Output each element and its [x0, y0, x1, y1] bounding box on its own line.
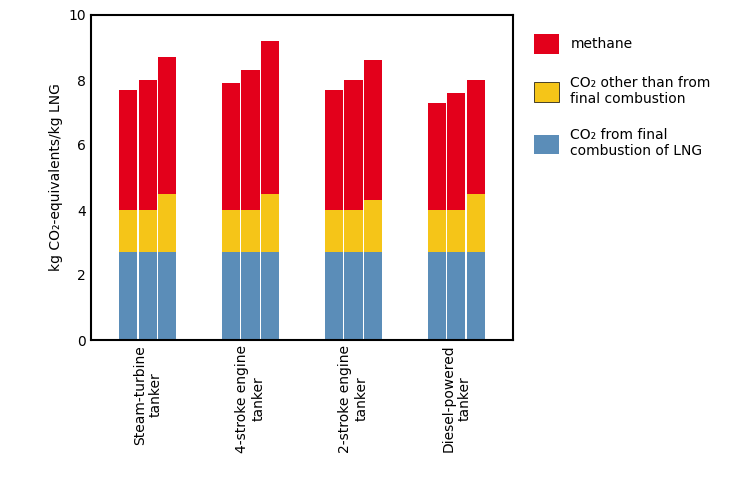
- Bar: [139, 210, 157, 252]
- Bar: [261, 41, 279, 194]
- Bar: [119, 252, 137, 340]
- Bar: [242, 210, 260, 252]
- Bar: [242, 252, 260, 340]
- Bar: [158, 57, 177, 194]
- Bar: [447, 210, 465, 252]
- Bar: [427, 103, 446, 210]
- Bar: [427, 210, 446, 252]
- Bar: [364, 200, 382, 252]
- Bar: [222, 210, 240, 252]
- Bar: [467, 252, 485, 340]
- Bar: [119, 90, 137, 210]
- Bar: [139, 252, 157, 340]
- Bar: [242, 70, 260, 210]
- Y-axis label: kg CO₂-equivalents/kg LNG: kg CO₂-equivalents/kg LNG: [48, 84, 63, 272]
- Bar: [158, 194, 177, 252]
- Bar: [447, 252, 465, 340]
- Legend: methane, CO₂ other than from
final combustion, CO₂ from final
combustion of LNG: methane, CO₂ other than from final combu…: [528, 28, 716, 164]
- Bar: [119, 210, 137, 252]
- Bar: [222, 83, 240, 210]
- Bar: [344, 252, 362, 340]
- Bar: [139, 80, 157, 210]
- Bar: [467, 80, 485, 194]
- Bar: [344, 210, 362, 252]
- Bar: [364, 252, 382, 340]
- Bar: [427, 252, 446, 340]
- Bar: [222, 252, 240, 340]
- Bar: [261, 194, 279, 252]
- Bar: [344, 80, 362, 210]
- Bar: [364, 60, 382, 200]
- Bar: [447, 93, 465, 210]
- Bar: [467, 194, 485, 252]
- Bar: [325, 252, 343, 340]
- Bar: [261, 252, 279, 340]
- Bar: [158, 252, 177, 340]
- Bar: [325, 90, 343, 210]
- Bar: [325, 210, 343, 252]
